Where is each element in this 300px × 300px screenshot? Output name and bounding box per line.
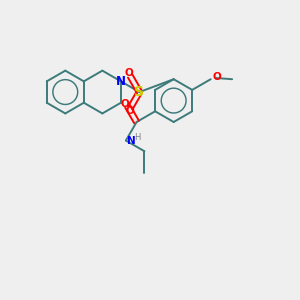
Text: O: O <box>120 99 129 109</box>
Text: S: S <box>134 85 144 99</box>
Text: H: H <box>134 133 141 142</box>
Text: O: O <box>124 68 133 78</box>
Text: O: O <box>212 72 221 82</box>
Text: N: N <box>116 75 126 88</box>
Text: N: N <box>128 136 136 146</box>
Text: O: O <box>126 106 135 116</box>
